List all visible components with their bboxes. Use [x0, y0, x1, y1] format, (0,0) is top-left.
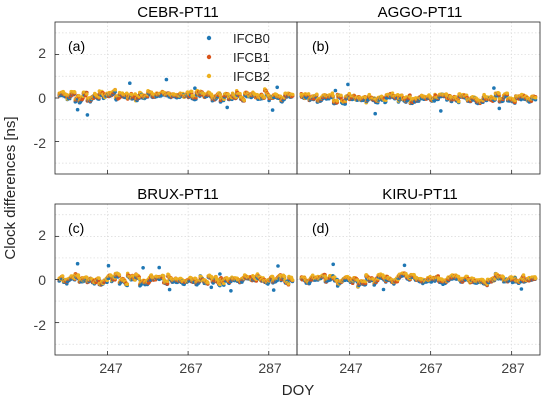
scatter-point-ifcb2	[533, 95, 538, 100]
grid-lines	[55, 22, 540, 355]
scatter-point-ifcb2	[97, 276, 101, 281]
scatter-point-ifcb0	[381, 287, 386, 292]
x-tick-labels: 247 267 287 247 267 287	[99, 360, 525, 376]
scatter-point-ifcb2	[77, 93, 81, 98]
scatter-point-ifcb0	[439, 109, 443, 113]
scatter-point-ifcb0	[497, 106, 502, 111]
legend-marker-ifcb2	[206, 73, 212, 79]
scatter-point-ifcb0	[331, 262, 336, 267]
scatter-point-ifcb2	[206, 280, 210, 285]
scatter-point-ifcb2	[408, 95, 412, 99]
scatter-point-ifcb2	[290, 278, 295, 282]
scatter-point-ifcb2	[60, 274, 65, 278]
panel-title-d: KIRU-PT11	[382, 186, 458, 203]
scatter-point-ifcb2	[137, 276, 141, 281]
scatter-point-ifcb2	[396, 93, 400, 97]
scatter-point-ifcb0	[346, 82, 350, 87]
x-tick-label: 247	[99, 360, 123, 376]
scatter-point-ifcb2	[218, 93, 222, 97]
scatter-point-ifcb2	[306, 92, 311, 96]
scatter-point-ifcb2	[113, 88, 117, 92]
scatter-marks	[57, 77, 538, 293]
y-tick-label: -2	[34, 135, 47, 151]
panel-title-b: AGGO-PT11	[378, 4, 463, 21]
y-tick-label: 2	[38, 227, 46, 243]
scatter-point-ifcb0	[402, 263, 407, 268]
panel-tag-c: (c)	[68, 220, 84, 236]
scatter-point-ifcb2	[226, 92, 230, 96]
scatter-point-ifcb2	[286, 282, 291, 286]
scatter-point-ifcb0	[373, 111, 378, 116]
y-tick-label: 2	[38, 45, 46, 61]
panel-title-a: CEBR-PT11	[137, 4, 218, 21]
scatter-point-ifcb0	[270, 108, 275, 112]
panel-title-c: BRUX-PT11	[137, 186, 218, 203]
scatter-point-ifcb2	[133, 92, 137, 96]
scatter-point-ifcb0	[229, 289, 233, 293]
panel-tag-d: (d)	[312, 220, 329, 236]
panel-tag-a: (a)	[68, 38, 85, 54]
scatter-point-ifcb0	[75, 107, 80, 112]
y-tick-label: 0	[38, 90, 46, 106]
scatter-point-ifcb2	[533, 276, 538, 281]
x-tick-label: 247	[339, 360, 363, 376]
y-tick-labels: 2 0 -2 2 0 -2	[34, 45, 47, 333]
scatter-point-ifcb0	[225, 105, 229, 110]
scatter-point-ifcb2	[189, 89, 194, 94]
scatter-point-ifcb0	[85, 113, 90, 117]
scatter-point-ifcb0	[193, 86, 197, 90]
scatter-point-ifcb2	[347, 91, 352, 96]
x-tick-label: 267	[419, 360, 443, 376]
scatter-point-ifcb0	[75, 261, 80, 266]
scatter-point-ifcb2	[497, 91, 501, 96]
scatter-point-ifcb2	[505, 91, 510, 96]
scatter-point-ifcb2	[315, 92, 319, 97]
x-axis-label: DOY	[282, 382, 315, 399]
scatter-point-ifcb0	[218, 272, 222, 276]
scatter-point-ifcb2	[242, 98, 246, 102]
scatter-point-ifcb0	[157, 265, 161, 270]
scatter-point-ifcb2	[262, 95, 267, 99]
scatter-point-ifcb0	[106, 263, 111, 268]
scatter-point-ifcb2	[335, 99, 340, 103]
legend-marker-ifcb0	[206, 35, 212, 41]
y-tick-label: 0	[38, 272, 46, 288]
scatter-point-ifcb2	[161, 274, 166, 278]
scatter-point-ifcb0	[141, 266, 145, 270]
scatter-point-ifcb2	[456, 99, 461, 104]
scatter-point-ifcb2	[282, 274, 287, 279]
scatter-point-ifcb1	[117, 96, 121, 100]
scatter-point-ifcb0	[519, 287, 524, 291]
legend-label-ifcb0: IFCB0	[233, 31, 270, 46]
y-axis-label: Clock differences [ns]	[2, 116, 19, 259]
scatter-point-ifcb2	[339, 93, 343, 98]
y-tick-label: -2	[34, 317, 47, 333]
scatter-point-ifcb0	[333, 88, 338, 93]
scatter-point-ifcb0	[209, 285, 214, 290]
panel-frames	[54, 21, 541, 356]
scatter-point-ifcb2	[85, 92, 89, 96]
legend-label-ifcb2: IFCB2	[233, 69, 270, 84]
scatter-point-ifcb2	[72, 90, 77, 95]
legend-label-ifcb1: IFCB1	[233, 50, 270, 65]
scatter-point-ifcb2	[238, 91, 242, 96]
panel-tag-b: (b)	[312, 38, 329, 54]
scatter-point-ifcb0	[275, 85, 280, 90]
scatter-point-ifcb0	[271, 288, 276, 292]
legend-marker-ifcb1	[206, 54, 212, 60]
x-tick-label: 287	[501, 360, 525, 376]
scatter-point-ifcb0	[128, 81, 132, 85]
scatter-point-ifcb2	[117, 273, 122, 277]
scatter-point-ifcb0	[164, 77, 169, 82]
scatter-point-ifcb2	[521, 273, 526, 277]
scatter-point-ifcb0	[492, 86, 496, 90]
scatter-point-ifcb0	[167, 287, 172, 292]
x-tick-label: 267	[179, 360, 203, 376]
scatter-point-ifcb2	[331, 94, 335, 98]
x-tick-label: 287	[258, 360, 282, 376]
scatter-point-ifcb2	[125, 282, 129, 287]
scatter-point-ifcb2	[290, 92, 295, 97]
scatter-point-ifcb0	[276, 264, 280, 268]
